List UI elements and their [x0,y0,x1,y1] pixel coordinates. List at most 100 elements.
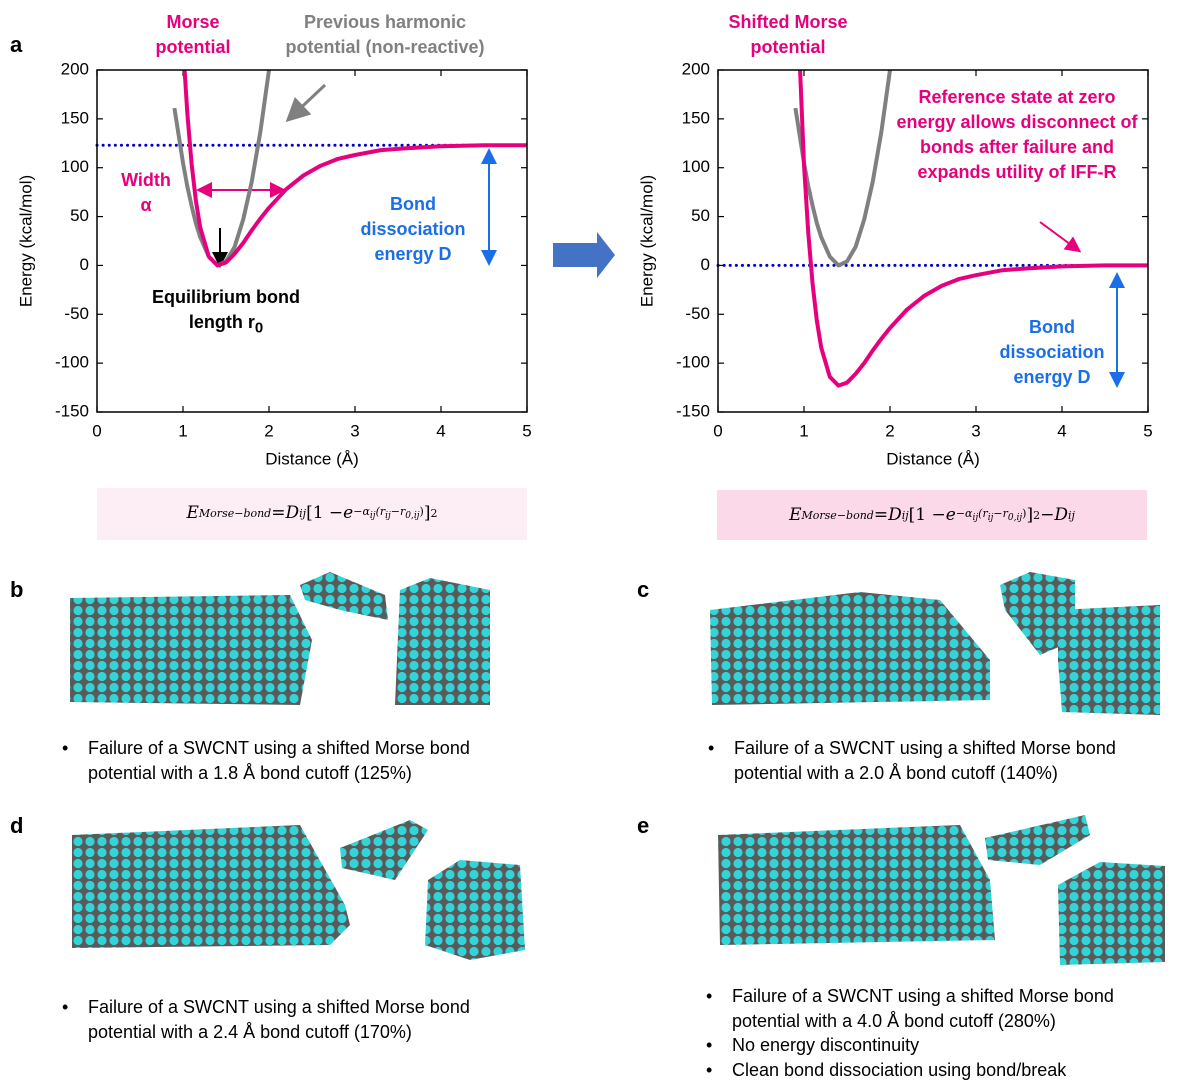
y-axis-label: Energy (kcal/mol) [637,175,656,307]
y-tick-label: 150 [61,108,89,127]
equation-part: 2 [430,507,437,520]
x-tick-label: 5 [522,421,531,440]
equation-part: E [187,503,199,523]
equation-part: (r [978,507,988,520]
y-tick-label: 200 [61,59,89,78]
equation-part: 0,ij [1008,513,1022,523]
bullet: Failure of a SWCNT using a shifted Morse… [62,995,537,1044]
bullet-list: Failure of a SWCNT using a shifted Morse… [706,984,1181,1082]
x-tick-label: 5 [1143,421,1152,440]
equation-part: D [285,503,299,523]
x-tick-label: 4 [1057,421,1066,440]
equation-part: ij [902,509,909,522]
equation-part: −αij(rij−r0,ij) [353,505,424,521]
x-tick-label: 0 [713,421,722,440]
equation-part: = [271,503,285,523]
panel-label: b [10,577,23,603]
tube [718,825,995,945]
tube [72,825,350,948]
equation-part: −αij(rij−r0,ij) [956,507,1027,523]
x-tick-label: 0 [92,421,101,440]
arrow [290,85,325,118]
x-tick-label: 3 [971,421,980,440]
big-arrow [553,232,615,278]
equation: EMorse−bond = Dij[1 − e−αij(rij−r0,ij)]2… [717,490,1147,540]
equation-part: D [888,505,902,525]
tube [425,860,525,960]
bullet: Clean bond dissociation using bond/break [706,1058,1181,1082]
equation-part: 0,ij [405,511,419,521]
equation-part: 2 [1033,509,1040,522]
y-tick-label: 0 [80,255,89,274]
bullet-list: Failure of a SWCNT using a shifted Morse… [708,736,1183,785]
equation-part: 0,ij [1008,513,1022,523]
fragment [985,815,1090,865]
y-tick-label: -100 [676,353,710,372]
bullet: No energy discontinuity [706,1033,1181,1058]
x-tick-label: 3 [350,421,359,440]
y-tick-label: 150 [682,108,710,127]
equation-part: = [874,505,888,525]
page: {"chart_data": [ {"type": "line", "panel… [0,0,1183,1082]
equation-part: ij [902,509,909,522]
panel-label: a [10,32,22,58]
annotation: Equilibrium bond length r0 [151,285,301,341]
x-tick-label: 1 [178,421,187,440]
annotation: Bond dissociation energy D [348,192,478,267]
panel-label: d [10,813,23,839]
x-tick-label: 2 [885,421,894,440]
tube [710,592,990,705]
bullet: Failure of a SWCNT using a shifted Morse… [62,736,537,785]
annotation: Width α [116,168,176,218]
arrow [1040,222,1078,250]
legend-label: Previous harmonic potential (non-reactiv… [265,10,505,60]
y-tick-label: -100 [55,353,89,372]
y-tick-label: 100 [682,157,710,176]
x-axis-label: Distance (Å) [265,449,359,468]
annotation: Bond dissociation energy D [987,315,1117,390]
equation-part: E [789,505,801,525]
equation-part: ] [1026,505,1033,525]
y-tick-label: 100 [61,157,89,176]
annotation: Reference state at zero energy allows di… [890,85,1145,185]
x-tick-label: 2 [264,421,273,440]
equation-part: [1 − [909,505,946,525]
equation-part: ij [299,507,306,520]
panel-label: e [637,813,649,839]
equation-part: Morse−bond [199,507,271,520]
equation-part: −r [993,507,1007,520]
tube [1058,605,1160,715]
equation-part: −α [353,505,370,518]
y-tick-label: -50 [64,304,89,323]
equation-part: Morse−bond [199,507,271,520]
y-tick-label: -50 [685,304,710,323]
tube [70,595,312,705]
y-axis-label: Energy (kcal/mol) [16,175,35,307]
equation-part: Morse−bond [802,509,874,522]
bullet: Failure of a SWCNT using a shifted Morse… [708,736,1183,785]
equation-part: − [1040,505,1054,525]
equation-part: (r [376,505,386,518]
legend-label: Morse potential [143,10,243,60]
y-tick-label: 50 [691,206,710,225]
x-tick-label: 1 [799,421,808,440]
legend-label: Shifted Morse potential [713,10,863,60]
equation-part: Morse−bond [802,509,874,522]
bullet: Failure of a SWCNT using a shifted Morse… [706,984,1181,1033]
equation-part: −r [391,505,405,518]
equation-part: ij [1068,509,1075,522]
annotation-subscript: 0 [255,320,263,337]
equation-part: −α [956,507,973,520]
equation-part: ij [1068,509,1075,522]
y-tick-label: 0 [701,255,710,274]
y-tick-label: 200 [682,59,710,78]
x-tick-label: 4 [436,421,445,440]
y-tick-label: -150 [55,401,89,420]
tube [1058,862,1165,965]
y-tick-label: -150 [676,401,710,420]
annotation-text: Equilibrium bond length r [152,287,300,332]
bullet-list: Failure of a SWCNT using a shifted Morse… [62,995,537,1044]
equation-part: D [1054,505,1068,525]
equation-part: ij [299,507,306,520]
